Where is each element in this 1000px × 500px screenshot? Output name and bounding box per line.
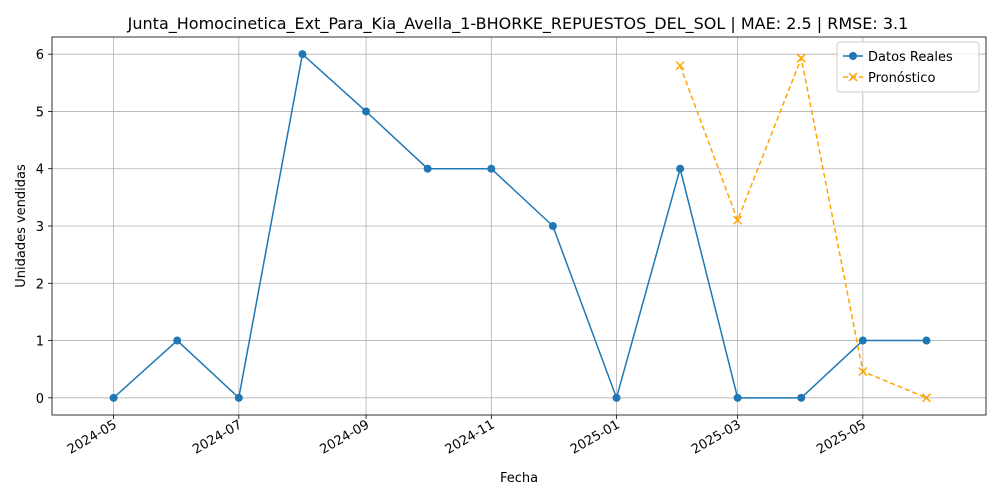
- data-point-datos-reales: [487, 164, 496, 173]
- data-point-datos-reales: [797, 393, 806, 402]
- data-point-datos-reales: [362, 107, 371, 116]
- x-tick-label: 2025-05: [814, 417, 869, 457]
- series-line-pronostico: [679, 55, 927, 399]
- data-point-pronostico: [921, 393, 932, 403]
- data-point-pronostico: [796, 53, 806, 63]
- y-axis-ticks: 0 1 2 3 4 5 6: [36, 48, 52, 407]
- legend-marker-datos-reales: [849, 52, 857, 60]
- data-point-datos-reales: [858, 336, 867, 345]
- x-axis-label: Fecha: [500, 471, 538, 486]
- y-tick-label: 1: [36, 335, 44, 350]
- legend-label-datos-reales: Datos Reales: [868, 50, 953, 65]
- data-point-pronostico: [675, 61, 685, 71]
- x-tick-label: 2024-09: [318, 417, 373, 457]
- data-point-datos-reales: [612, 393, 621, 402]
- y-tick-label: 6: [36, 48, 44, 63]
- x-tick-label: 2024-07: [190, 417, 245, 457]
- data-point-datos-reales: [423, 164, 432, 173]
- x-tick-label: 2024-05: [65, 417, 120, 457]
- legend-marker-pronostico: [848, 72, 858, 82]
- data-point-datos-reales: [298, 50, 307, 59]
- chart-title: Junta_Homocinetica_Ext_Para_Kia_Avella_1…: [127, 14, 909, 34]
- x-tick-label: 2025-01: [568, 417, 623, 457]
- y-tick-label: 0: [36, 392, 44, 407]
- data-point-datos-reales: [109, 393, 118, 402]
- data-point-datos-reales: [922, 336, 931, 345]
- data-point-datos-reales: [733, 393, 742, 402]
- y-tick-label: 2: [36, 277, 44, 292]
- data-point-datos-reales: [234, 393, 243, 402]
- series-line-datos-reales: [113, 52, 927, 401]
- y-tick-label: 3: [36, 220, 44, 235]
- legend-box: [836, 41, 980, 93]
- data-point-pronostico: [733, 215, 743, 225]
- legend: Datos Reales Pronóstico: [836, 41, 980, 93]
- data-point-datos-reales: [173, 336, 182, 345]
- data-point-datos-reales: [548, 222, 557, 230]
- data-point-pronostico: [858, 366, 868, 377]
- x-tick-label: 2024-11: [443, 417, 498, 457]
- x-tick-label: 2025-03: [689, 417, 744, 457]
- data-point-datos-reales: [676, 164, 685, 173]
- grid: [52, 37, 986, 415]
- series-group: [109, 50, 932, 403]
- y-axis-label: Unidades vendidas: [14, 164, 29, 288]
- y-tick-label: 5: [36, 105, 44, 120]
- y-tick-label: 4: [36, 163, 44, 178]
- legend-label-pronostico: Pronóstico: [868, 71, 935, 86]
- x-axis-ticks: 2024-05 2024-07 2024-09 2024-11 2025-01 2025-…: [65, 415, 869, 458]
